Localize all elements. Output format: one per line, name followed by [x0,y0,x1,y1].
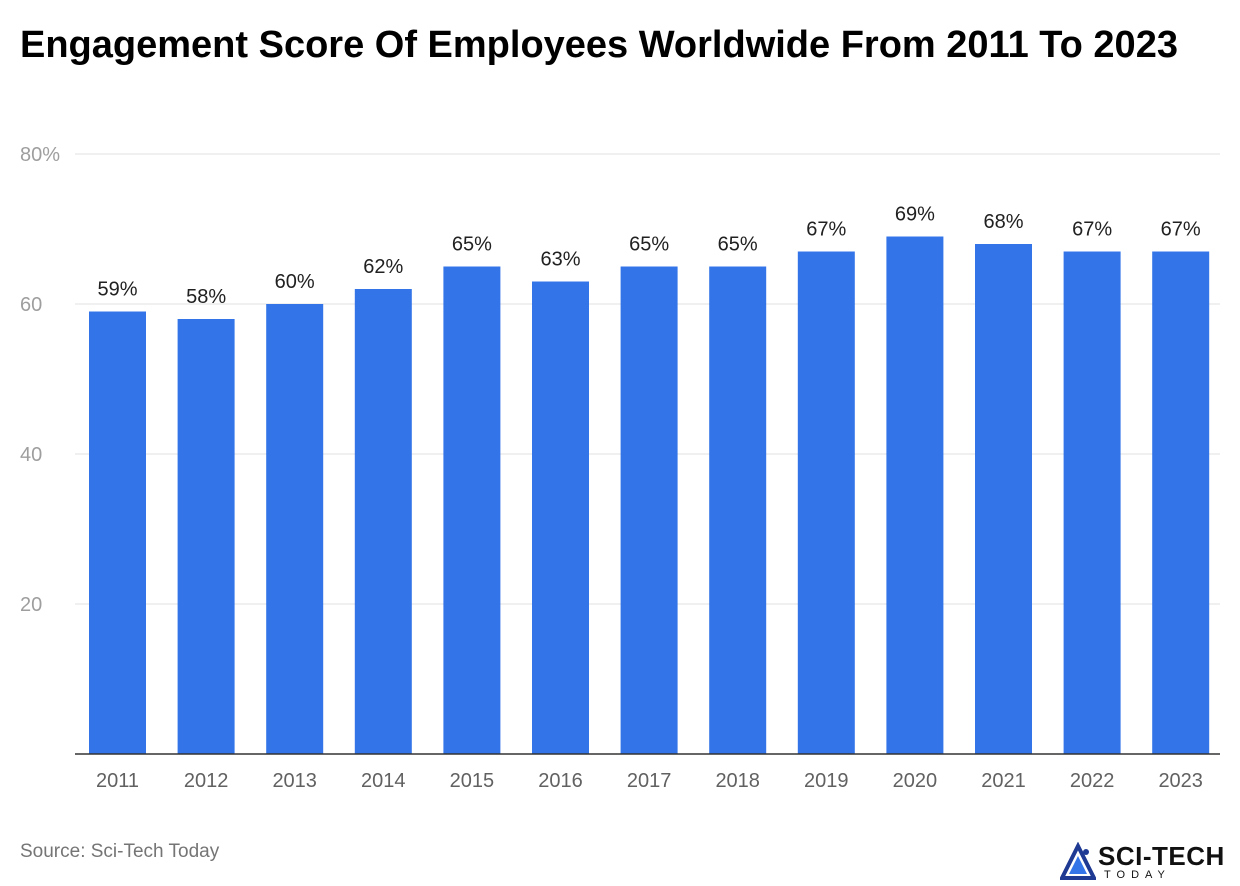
y-tick-label: 80% [20,144,60,166]
x-tick-label: 2017 [627,770,672,792]
bar [266,304,324,754]
bar [532,281,589,754]
x-tick-label: 2016 [538,770,583,792]
sci-tech-logo-icon [1060,842,1096,880]
x-tick-label: 2011 [96,770,139,792]
x-tick-label: 2021 [981,770,1026,792]
data-label: 65% [718,234,758,256]
bar [709,266,767,754]
data-label: 58% [186,286,226,308]
x-tick-label: 2018 [715,770,760,792]
bar [975,244,1032,754]
x-tick-label: 2023 [1158,770,1203,792]
data-labels: 59% 58% 60% 62% 65% 63% 65% 65% 67% 69% 68% 67% 67% [97,204,1200,309]
bar [443,266,501,754]
data-label: 67% [1161,219,1201,241]
data-label: 65% [629,234,669,256]
bar [89,311,146,754]
data-label: 69% [895,204,935,226]
bar [620,266,678,754]
chart-title: Engagement Score Of Employees Worldwide … [20,24,1178,66]
data-label: 60% [275,271,315,293]
logo-tagline: TODAY [1104,869,1171,881]
x-tick-label: 2014 [361,770,406,792]
source-note: Source: Sci-Tech Today [20,841,220,862]
x-tick-label: 2012 [184,770,229,792]
x-tick-label: 2013 [272,770,317,792]
bar [354,289,412,754]
data-label: 63% [540,249,580,271]
y-tick-label: 40 [20,444,42,466]
x-tick-label: 2022 [1070,770,1115,792]
bar [177,319,235,754]
bar [1063,251,1121,754]
data-label: 59% [97,279,137,301]
x-axis-ticks: 2011 2012 2013 2014 2015 2016 2017 2018 2019 2020… [96,770,1203,792]
bar [886,236,944,754]
data-label: 65% [452,234,492,256]
data-label: 62% [363,256,403,278]
y-tick-label: 60 [20,294,42,316]
y-tick-label: 20 [20,594,42,616]
bars [89,236,1210,754]
x-tick-label: 2015 [450,770,495,792]
y-axis-ticks: 20 40 60 80% [20,144,60,616]
x-tick-label: 2019 [804,770,849,792]
bar [797,251,855,754]
data-label: 68% [983,211,1023,233]
data-label: 67% [806,219,846,241]
data-label: 67% [1072,219,1112,241]
brand-logo: SCI-TECH TODAY [1060,842,1230,882]
x-tick-label: 2020 [893,770,938,792]
bar [1152,251,1210,754]
logo-name: SCI-TECH [1098,841,1225,871]
